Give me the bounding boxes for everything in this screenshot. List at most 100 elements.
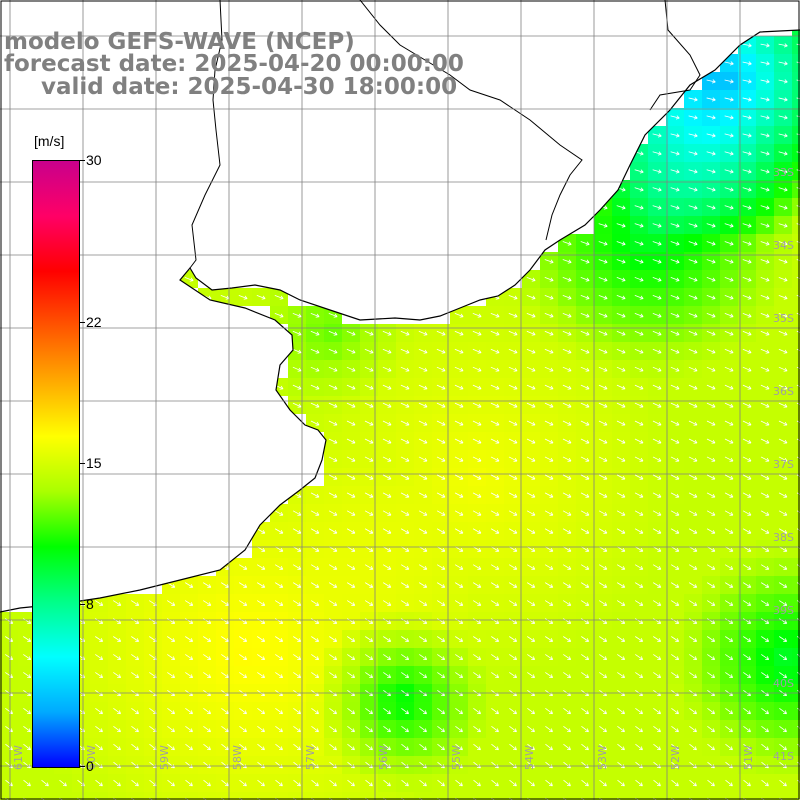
wind-arrow (580, 438, 590, 444)
wind-arrow (617, 707, 625, 715)
wind-arrow (113, 672, 122, 678)
wind-arrow (508, 420, 518, 426)
wind-arrow (293, 672, 302, 678)
wind-arrow (652, 546, 662, 552)
wind-arrow (742, 384, 752, 390)
wind-arrow (742, 277, 752, 282)
wind-arrow (365, 707, 373, 715)
wind-arrow (526, 420, 536, 426)
latitude-label: 36S (773, 385, 794, 398)
wind-arrow (617, 743, 625, 751)
wind-arrow (616, 474, 626, 480)
wind-arrow (724, 366, 734, 372)
wind-arrow (562, 582, 572, 588)
colorbar-tick-mark (79, 766, 85, 767)
wind-arrow (706, 133, 716, 138)
wind-arrow (275, 636, 284, 642)
wind-arrow (311, 672, 320, 678)
wind-arrow (706, 366, 716, 372)
wind-arrow (706, 546, 716, 552)
wind-arrow (670, 366, 680, 372)
wind-arrow (310, 546, 320, 552)
wind-arrow (778, 97, 788, 102)
wind-arrow (761, 636, 770, 642)
border-line-uruguay (189, 0, 223, 269)
wind-speed-cell (792, 324, 800, 342)
wind-speed-cell (252, 792, 270, 800)
wind-arrow (742, 330, 752, 336)
wind-arrow (491, 672, 500, 678)
wind-arrow (634, 312, 644, 318)
wind-arrow (670, 438, 680, 444)
wind-arrow (688, 438, 698, 444)
wind-arrow (743, 654, 752, 660)
wind-arrow (472, 348, 482, 354)
wind-arrow (688, 564, 698, 570)
wind-arrow (310, 582, 320, 588)
wind-arrow (724, 223, 734, 228)
longitude-label: 58W (231, 745, 244, 770)
wind-arrow (581, 618, 590, 624)
wind-arrow (796, 366, 800, 369)
wind-arrow (778, 43, 788, 48)
latitude-label: 38S (773, 531, 794, 544)
wind-arrow (418, 438, 428, 444)
wind-arrow (491, 654, 500, 660)
wind-arrow (652, 402, 662, 408)
wind-speed-cell (792, 72, 800, 90)
wind-arrow (472, 420, 482, 426)
wind-arrow (724, 312, 734, 318)
wind-arrow (328, 312, 338, 318)
wind-arrow (275, 672, 284, 678)
wind-arrow (598, 438, 608, 444)
wind-arrow (760, 187, 770, 192)
wind-arrow (508, 330, 518, 336)
wind-arrow (527, 707, 535, 715)
wind-arrow (778, 79, 788, 84)
wind-arrow (760, 115, 770, 120)
wind-arrow (670, 474, 680, 480)
wind-arrow (491, 743, 499, 751)
wind-arrow (167, 779, 175, 787)
wind-arrow (310, 600, 320, 606)
border-line-brazil (359, 0, 583, 241)
wind-arrow (670, 330, 680, 336)
wind-arrow (761, 743, 769, 751)
wind-arrow (203, 725, 211, 733)
wind-arrow (652, 295, 662, 300)
wind-arrow (346, 366, 356, 372)
wind-arrow (652, 277, 662, 282)
wind-arrow (256, 564, 266, 570)
wind-speed-cell (792, 630, 800, 648)
wind-arrow (796, 295, 800, 298)
wind-arrow (724, 474, 734, 480)
wind-arrow (779, 779, 787, 787)
wind-arrow (167, 636, 176, 642)
wind-arrow (598, 277, 608, 282)
wind-arrow (347, 654, 356, 660)
wind-arrow (652, 241, 662, 246)
coastline (0, 29, 800, 613)
wind-arrow (257, 672, 266, 678)
wind-arrow (671, 654, 680, 660)
forecast-date: forecast date: 2025-04-20 00:00:00 (4, 51, 464, 77)
wind-arrow (725, 672, 734, 678)
wind-arrow (437, 636, 446, 642)
wind-arrow (275, 654, 284, 660)
wind-arrow (275, 725, 283, 733)
wind-arrow (418, 546, 428, 552)
wind-arrow (778, 492, 788, 498)
wind-arrow (328, 384, 338, 390)
wind-arrow (131, 707, 139, 715)
wind-speed-cell (342, 792, 360, 800)
wind-arrow (328, 402, 338, 408)
wind-arrow (364, 600, 374, 606)
wind-arrow (688, 223, 698, 228)
wind-arrow (94, 600, 104, 606)
wind-arrow (167, 725, 175, 733)
longitude-label: 51W (742, 745, 755, 770)
colorbar-tick-label: 30 (86, 152, 102, 168)
wind-arrow (670, 277, 680, 282)
wind-arrow (598, 295, 608, 300)
